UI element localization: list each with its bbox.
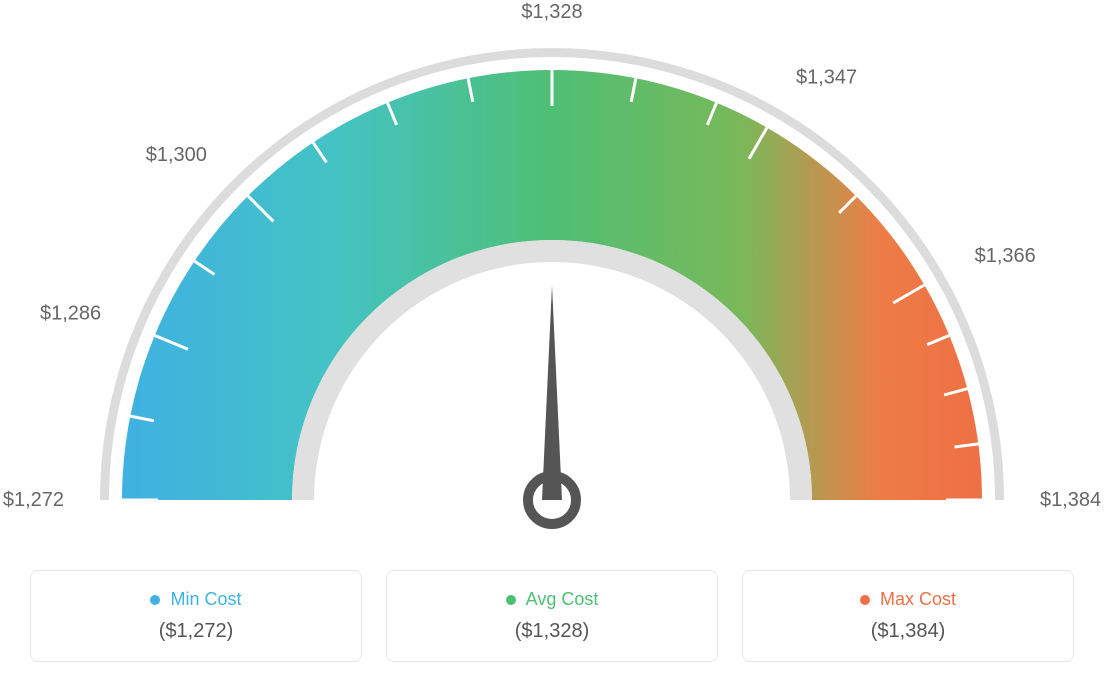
legend-row: Min Cost ($1,272) Avg Cost ($1,328) Max … xyxy=(0,570,1104,662)
legend-value-max: ($1,384) xyxy=(763,620,1053,643)
legend-title-avg: Avg Cost xyxy=(526,589,599,610)
legend-value-min: ($1,272) xyxy=(51,620,341,643)
legend-dot-min xyxy=(150,595,160,605)
legend-value-avg: ($1,328) xyxy=(407,620,697,643)
legend-card-avg: Avg Cost ($1,328) xyxy=(386,570,718,662)
legend-title-max: Max Cost xyxy=(880,589,956,610)
legend-card-max: Max Cost ($1,384) xyxy=(742,570,1074,662)
legend-title-min: Min Cost xyxy=(170,589,241,610)
svg-text:$1,328: $1,328 xyxy=(521,1,582,23)
svg-text:$1,272: $1,272 xyxy=(3,489,64,511)
legend-card-min: Min Cost ($1,272) xyxy=(30,570,362,662)
svg-text:$1,366: $1,366 xyxy=(975,245,1036,267)
svg-text:$1,347: $1,347 xyxy=(796,66,857,88)
gauge-svg: $1,272 $1,286 $1,300 $1,328 $1,347 $1,366 $1,3… xyxy=(0,0,1104,560)
svg-text:$1,300: $1,300 xyxy=(146,144,207,166)
gauge-chart: $1,272 $1,286 $1,300 $1,328 $1,347 $1,366 $1,3… xyxy=(0,0,1104,560)
legend-dot-avg xyxy=(506,595,516,605)
legend-dot-max xyxy=(860,595,870,605)
svg-text:$1,286: $1,286 xyxy=(40,302,101,324)
svg-text:$1,384: $1,384 xyxy=(1040,489,1101,511)
